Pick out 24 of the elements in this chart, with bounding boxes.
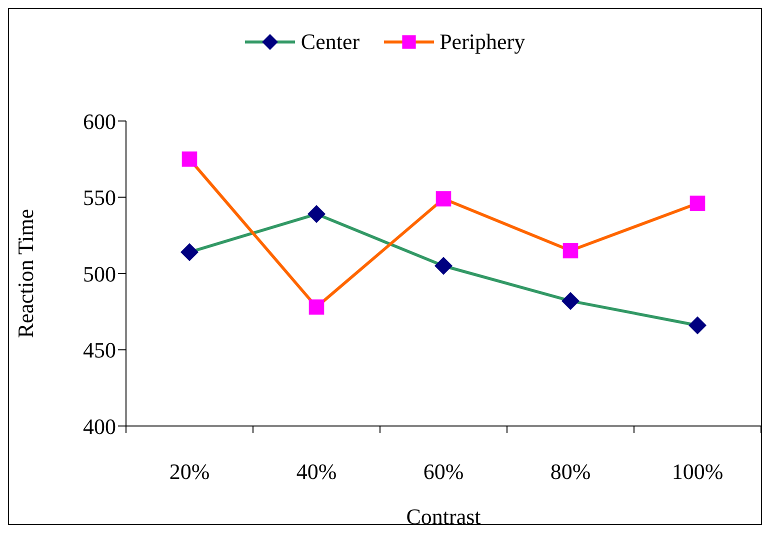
- legend-label: Center: [300, 29, 360, 55]
- y-tick-label: 400: [83, 414, 116, 439]
- legend-label: Periphery: [440, 29, 526, 55]
- point: [180, 243, 198, 262]
- point: [562, 292, 580, 310]
- x-axis-title: Contrast: [406, 504, 481, 529]
- point: [690, 196, 706, 211]
- x-tick-label: 20%: [169, 459, 210, 484]
- point: [434, 256, 452, 275]
- point: [562, 242, 578, 258]
- x-tick-label: 40%: [296, 459, 337, 484]
- y-tick-label: 550: [83, 185, 116, 210]
- point: [182, 151, 198, 167]
- y-axis-title: Reaction Time: [12, 209, 38, 338]
- y-tick-label: 500: [83, 261, 116, 286]
- x-tick-label: 100%: [672, 459, 724, 484]
- point: [436, 191, 452, 206]
- y-tick-label: 600: [83, 108, 116, 134]
- y-tick-label: 450: [83, 338, 116, 363]
- point: [308, 205, 326, 224]
- point: [308, 299, 324, 315]
- x-tick-label: 80%: [550, 459, 591, 484]
- x-tick-label: 60%: [423, 459, 464, 484]
- point: [688, 316, 706, 334]
